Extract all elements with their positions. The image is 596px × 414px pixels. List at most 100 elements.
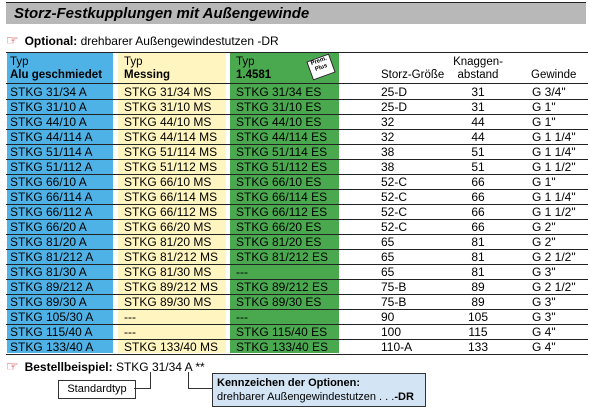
cell-messing: STKG 31/10 MS xyxy=(124,100,212,114)
cell-alu: STKG 44/114 A xyxy=(10,130,93,144)
row-separator xyxy=(6,279,588,280)
cell-messing: STKG 51/114 MS xyxy=(124,145,218,159)
cell-knaggen: 105 xyxy=(467,310,489,324)
cell-gewinde: G 1 1/2" xyxy=(532,205,576,219)
row-separator xyxy=(6,219,588,220)
standard-type-label: Standardtyp xyxy=(58,380,136,399)
cell-knaggen: 51 xyxy=(471,145,485,159)
table-row: STKG 89/212 A STKG 89/212 MS STKG 89/212 E… xyxy=(0,280,596,295)
table-row: STKG 81/212 A STKG 81/212 MS STKG 81/212 E… xyxy=(0,250,596,265)
connector-standard-horizontal xyxy=(134,388,150,389)
title-bar: Storz-Festkupplungen mit Außengewinde xyxy=(6,2,586,24)
options-legend-code: -DR xyxy=(394,391,414,403)
option-label: Optional: xyxy=(24,34,78,48)
cell-knaggen: 81 xyxy=(471,250,485,264)
cell-storz: 110-A xyxy=(381,340,413,354)
cell-gewinde: G 3" xyxy=(532,295,556,309)
cell-storz: 52-C xyxy=(381,220,408,234)
cell-gewinde: G 1" xyxy=(532,175,556,189)
header-alu-material: Alu geschmiedet xyxy=(10,69,103,81)
cell-es: STKG 66/114 ES xyxy=(236,190,328,204)
header-alu-typ: Typ xyxy=(10,56,29,68)
cell-gewinde: G 4" xyxy=(532,340,556,354)
cell-alu: STKG 51/112 A xyxy=(10,160,93,174)
row-separator xyxy=(6,189,588,190)
cell-messing: STKG 89/212 MS xyxy=(124,280,219,294)
table-row: STKG 66/10 A STKG 66/10 MS STKG 66/10 ES 52… xyxy=(0,175,596,190)
cell-es: STKG 66/20 ES xyxy=(236,220,322,234)
cell-messing: --- xyxy=(124,325,136,339)
row-separator xyxy=(6,234,588,235)
example-label: Bestellbeispiel: xyxy=(24,360,113,374)
cell-storz: 65 xyxy=(381,250,395,264)
cell-es: STKG 66/10 ES xyxy=(236,175,322,189)
cell-knaggen: 89 xyxy=(471,295,485,309)
cell-messing: STKG 66/10 MS xyxy=(124,175,212,189)
cell-knaggen: 81 xyxy=(471,265,485,279)
cell-alu: STKG 44/10 A xyxy=(10,115,87,129)
cell-storz: 90 xyxy=(381,310,395,324)
cell-alu: STKG 81/20 A xyxy=(10,235,87,249)
cell-knaggen: 89 xyxy=(471,280,485,294)
cell-knaggen: 51 xyxy=(471,160,485,174)
cell-storz: 65 xyxy=(381,265,395,279)
table-row: STKG 115/40 A --- STKG 115/40 ES 100 115 G 4" xyxy=(0,325,596,340)
cell-es: STKG 89/30 ES xyxy=(236,295,322,309)
cell-es: --- xyxy=(236,265,248,279)
table-row: STKG 81/30 A STKG 81/30 MS --- 65 81 G 3" xyxy=(0,265,596,280)
table-row: STKG 51/114 A STKG 51/114 MS STKG 51/114 E… xyxy=(0,145,596,160)
cell-alu: STKG 105/30 A xyxy=(10,310,94,324)
row-separator xyxy=(6,309,588,310)
cell-alu: STKG 81/30 A xyxy=(10,265,87,279)
cell-messing: STKG 51/112 MS xyxy=(124,160,218,174)
cell-knaggen: 81 xyxy=(471,235,485,249)
cell-messing: STKG 81/30 MS xyxy=(124,265,212,279)
cell-es: STKG 44/114 ES xyxy=(236,130,328,144)
header-messing-typ: Typ xyxy=(124,56,143,68)
cell-es: STKG 31/34 ES xyxy=(236,85,322,99)
options-legend-line: drehbarer Außengewindestutzen . . .-DR xyxy=(217,391,414,403)
cell-knaggen: 115 xyxy=(468,325,488,339)
cell-storz: 32 xyxy=(381,130,395,144)
cell-messing: STKG 66/112 MS xyxy=(124,205,218,219)
option-text: drehbarer Außengewindestutzen -DR xyxy=(80,34,279,48)
table-row: STKG 89/30 A STKG 89/30 MS STKG 89/30 ES 75… xyxy=(0,295,596,310)
pointing-hand-icon: ☞ xyxy=(6,358,19,374)
cell-es: STKG 81/20 ES xyxy=(236,235,322,249)
cell-alu: STKG 31/10 A xyxy=(10,100,87,114)
row-separator xyxy=(6,324,588,325)
row-separator xyxy=(6,159,588,160)
cell-gewinde: G 2 1/2" xyxy=(532,250,576,264)
table-top-rule xyxy=(6,52,588,53)
row-separator xyxy=(6,264,588,265)
table-row: STKG 44/10 A STKG 44/10 MS STKG 44/10 ES 32… xyxy=(0,115,596,130)
row-separator xyxy=(6,294,588,295)
table-row: STKG 133/40 A STKG 133/40 MS STKG 133/40 E… xyxy=(0,340,596,355)
cell-storz: 38 xyxy=(381,160,395,174)
cell-gewinde: G 1 1/4" xyxy=(532,145,576,159)
cell-storz: 25-D xyxy=(381,100,408,114)
cell-gewinde: G 2" xyxy=(532,220,556,234)
cell-gewinde: G 1 1/4" xyxy=(532,130,576,144)
row-separator xyxy=(6,129,588,130)
cell-storz: 25-D xyxy=(381,85,408,99)
cell-gewinde: G 2 1/2" xyxy=(532,280,576,294)
cell-gewinde: G 3/4" xyxy=(532,85,566,99)
cell-messing: STKG 81/20 MS xyxy=(124,235,212,249)
cell-alu: STKG 115/40 A xyxy=(10,325,93,339)
table-row: STKG 81/20 A STKG 81/20 MS STKG 81/20 ES 65… xyxy=(0,235,596,250)
table-row: STKG 66/114 A STKG 66/114 MS STKG 66/114 E… xyxy=(0,190,596,205)
cell-alu: STKG 66/10 A xyxy=(10,175,87,189)
cell-alu: STKG 66/112 A xyxy=(10,205,93,219)
options-legend-title: Kennzeichen der Optionen: xyxy=(217,377,361,389)
row-separator xyxy=(6,354,588,355)
cell-knaggen: 31 xyxy=(471,100,485,114)
options-legend-box: Kennzeichen der Optionen: drehbarer Auße… xyxy=(212,373,426,407)
cell-storz: 52-C xyxy=(381,175,408,189)
cell-es: STKG 89/212 ES xyxy=(236,280,329,294)
cell-alu: STKG 51/114 A xyxy=(10,145,93,159)
cell-es: STKG 31/10 ES xyxy=(236,100,322,114)
column-es-background xyxy=(230,53,339,353)
cell-alu: STKG 66/20 A xyxy=(10,220,87,234)
header-messing-material: Messing xyxy=(124,69,171,81)
